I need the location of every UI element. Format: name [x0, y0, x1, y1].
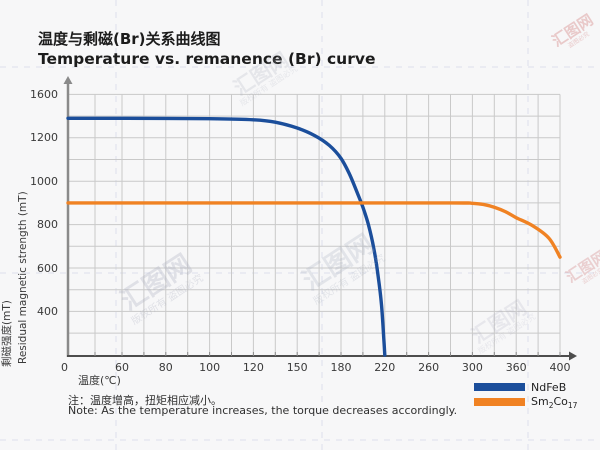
x-tick-label: 100 [199, 361, 221, 374]
x-tick-label: 360 [505, 361, 527, 374]
legend-label: Sm2Co17 [531, 394, 578, 410]
x-axis-label: 温度(℃) [78, 374, 121, 387]
y-tick-label: 1200 [30, 131, 58, 145]
curve-sm2co17 [66, 201, 562, 259]
y-tick-label: 1000 [30, 174, 58, 188]
x-tick-label: 150 [286, 361, 308, 374]
y-tick-label: 800 [37, 218, 58, 232]
legend-item: NdFeB [474, 380, 577, 394]
legend: NdFeB Sm2Co17 [474, 380, 578, 412]
curve-ndfeb [66, 116, 387, 357]
x-tick-label: 80 [158, 361, 173, 374]
y-tick-label: 600 [37, 261, 58, 275]
origin-label: 0 [61, 361, 68, 374]
x-tick-label: 120 [242, 361, 264, 374]
y-tick-label: 1600 [30, 87, 58, 101]
x-tick-label: 260 [418, 361, 440, 374]
y-tick-label: 400 [37, 304, 58, 318]
data-curves [66, 116, 562, 357]
note-english: Note: As the temperature increases, the … [68, 404, 458, 417]
x-tick-label: 180 [330, 361, 352, 374]
note-chinese: 注：温度增高，扭矩相应减小。 [68, 394, 222, 407]
plot-gridlines [68, 93, 561, 356]
chart-title-english: Temperature vs. remanence (Br) curve [38, 50, 376, 68]
x-tick-label: 400 [549, 361, 571, 374]
axes [63, 76, 577, 361]
chart-title-chinese: 温度与剩磁(Br)关系曲线图 [38, 30, 221, 48]
legend-item: Sm2Co17 [474, 394, 578, 410]
legend-label: NdFeB [531, 380, 567, 394]
x-tick-label: 220 [374, 361, 396, 374]
legend-swatch-ndfeb [474, 383, 525, 391]
legend-swatch-sm2co17 [474, 398, 525, 406]
x-tick-label: 300 [461, 361, 483, 374]
x-tick-label: 60 [115, 361, 129, 374]
